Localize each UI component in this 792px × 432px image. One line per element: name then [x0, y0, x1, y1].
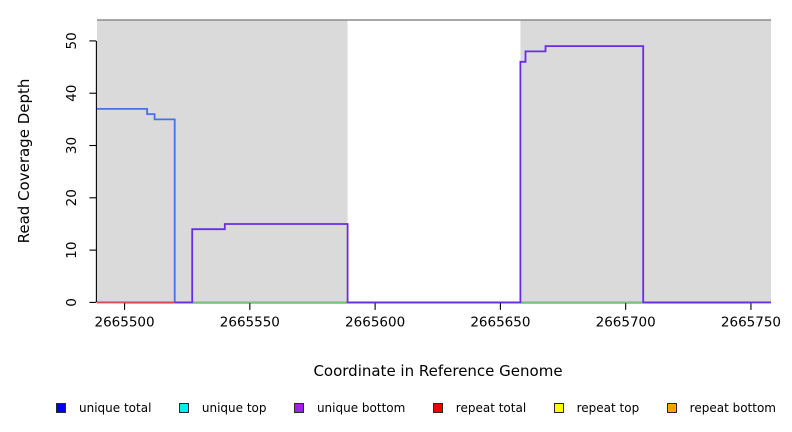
y-tick-label-40: 40	[64, 85, 80, 102]
legend-item-unique-top: unique top	[178, 401, 267, 415]
legend-item-repeat-total: repeat total	[432, 401, 527, 415]
legend-swatch-unique-top-icon	[178, 403, 189, 413]
legend-item-repeat-bottom: repeat bottom	[666, 401, 776, 415]
y-tick-label-50: 50	[64, 32, 80, 49]
x-tick-label-2665700: 2665700	[596, 314, 656, 330]
legend-swatch-repeat-bottom-icon	[666, 403, 677, 413]
legend-swatch-unique-total-icon	[56, 403, 66, 413]
legend-label-repeat-top: repeat top	[576, 401, 640, 415]
legend-swatch-unique-bottom-icon	[293, 403, 304, 413]
legend-label-repeat-bottom: repeat bottom	[689, 401, 776, 415]
x-tick-label-2665750: 2665750	[721, 314, 781, 330]
legend-swatch-repeat-total-icon	[432, 403, 443, 413]
legend-item-unique-total: unique total	[56, 401, 151, 415]
legend-label-unique-bottom: unique bottom	[316, 401, 406, 415]
y-tick-label-20: 20	[64, 189, 80, 206]
x-tick-label-2665650: 2665650	[470, 314, 530, 330]
series-line-unique-total	[97, 108, 771, 304]
legend: unique total unique top unique bottom repea…	[56, 397, 776, 419]
series-line-unique-bottom	[97, 45, 771, 304]
x-tick-label-2665550: 2665550	[220, 314, 280, 330]
y-axis-title: Read Coverage Depth	[15, 79, 33, 244]
x-tick-label-2665500: 2665500	[94, 314, 154, 330]
right-gray-block	[520, 20, 771, 303]
x-tick-label-2665600: 2665600	[345, 314, 405, 330]
legend-item-unique-bottom: unique bottom	[293, 401, 406, 415]
plot-generated-layers: 2665500 2665550 2665600 2665650 2665700 26657…	[64, 19, 781, 330]
legend-item-repeat-top: repeat top	[553, 401, 640, 415]
legend-label-repeat-total: repeat total	[455, 401, 527, 415]
y-tick-label-10: 10	[64, 242, 80, 259]
y-tick-label-30: 30	[64, 137, 80, 154]
y-tick-label-0: 0	[64, 298, 80, 307]
left-gray-block	[97, 20, 348, 303]
legend-label-unique-total: unique total	[79, 401, 152, 415]
coverage-plot: 2665500 2665550 2665600 2665650 2665700 26657…	[15, 19, 781, 380]
legend-label-unique-top: unique top	[201, 401, 267, 415]
legend-swatch-repeat-top-icon	[553, 403, 564, 413]
x-axis-title: Coordinate in Reference Genome	[313, 362, 562, 380]
